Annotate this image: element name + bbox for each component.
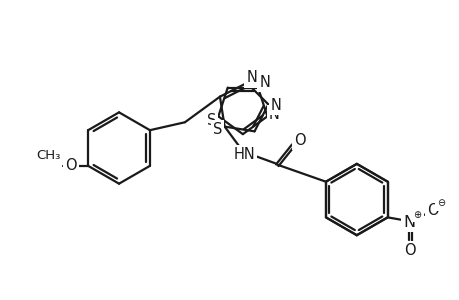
Text: N: N [270,98,281,113]
Text: S: S [213,122,222,137]
Text: CH₃: CH₃ [36,149,61,162]
Text: S: S [206,113,216,128]
Text: O: O [403,243,414,258]
Text: O: O [65,158,77,173]
Text: N: N [246,70,257,86]
Text: ⊖: ⊖ [436,199,444,208]
Text: O: O [293,133,305,148]
Text: ⊕: ⊕ [413,210,420,220]
Text: N: N [269,107,279,122]
Text: N: N [403,215,414,230]
Text: N: N [259,75,270,90]
Text: O: O [426,203,438,218]
Text: HN: HN [233,147,255,162]
